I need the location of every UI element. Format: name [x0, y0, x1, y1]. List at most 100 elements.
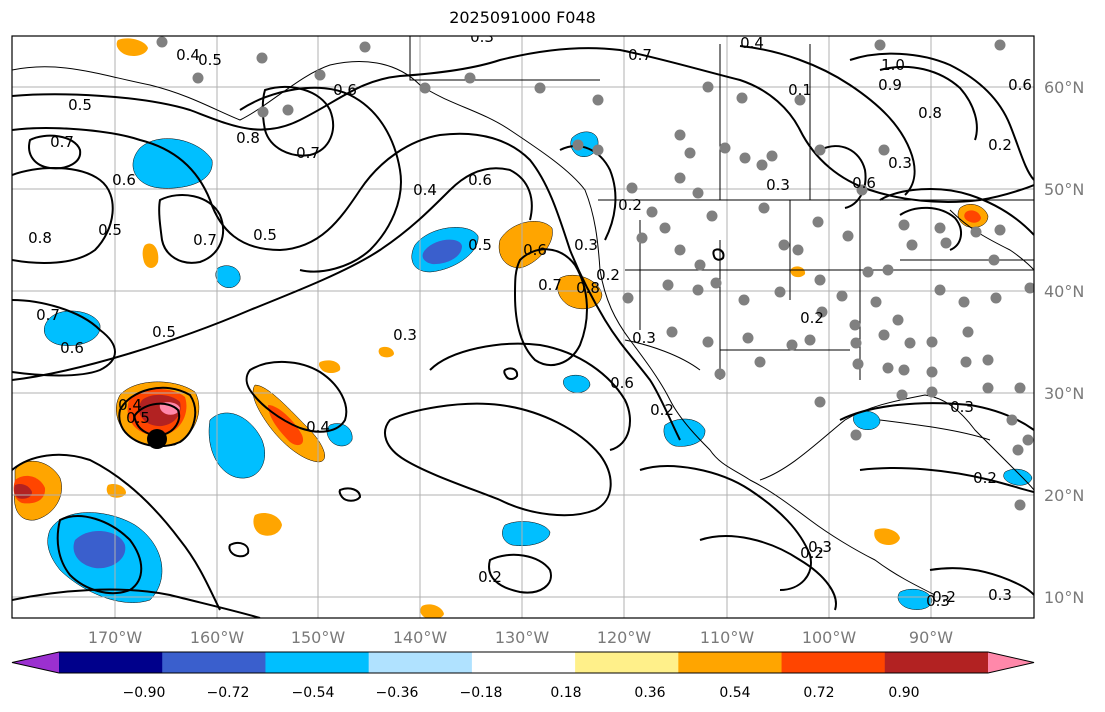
lon-label: 140°W [393, 628, 448, 647]
colorbar-extend-min [12, 652, 59, 673]
contour-label: 0.1 [788, 81, 812, 99]
contour-label: 0.6 [852, 174, 876, 192]
fill-negative [73, 530, 126, 569]
contour-label: 0.7 [50, 133, 74, 151]
station-dot-icon [314, 69, 326, 81]
station-dot-icon [994, 224, 1006, 236]
fill-negative [215, 265, 241, 288]
station-dot-icon [1024, 282, 1034, 294]
contour-label: 0.2 [988, 136, 1012, 154]
station-dot-icon [850, 337, 862, 349]
station-dot-icon [738, 294, 750, 306]
station-dot-icon [792, 244, 804, 256]
contour-label: 0.3 [988, 586, 1012, 604]
fill-positive [106, 483, 126, 498]
contour-label: 0.4 [176, 46, 200, 64]
station-dot-icon [756, 159, 768, 171]
fill-positive [557, 274, 603, 310]
station-dot-icon [892, 314, 904, 326]
station-dot-icon [774, 286, 786, 298]
station-dot-icon [982, 354, 994, 366]
station-dot-icon [702, 336, 714, 348]
station-dot-icon [852, 358, 864, 370]
station-dot-icon [882, 362, 894, 374]
colorbar-tick-labels: −0.90 −0.72 −0.54 −0.36 −0.18 0.18 0.36 … [123, 685, 920, 701]
fill-positive [159, 402, 180, 415]
station-dot-icon [674, 129, 686, 141]
contour-label: 0.6 [60, 339, 84, 357]
station-dot-icon [636, 232, 648, 244]
station-dot-icon [812, 216, 824, 228]
lon-label: 150°W [291, 628, 346, 647]
fill-negative [853, 411, 881, 430]
fill-negative [563, 374, 591, 393]
colorbar-swatch [575, 652, 679, 673]
station-dot-icon [896, 389, 908, 401]
station-dot-icon [534, 82, 546, 94]
station-dot-icon [962, 326, 974, 338]
map-border [11, 35, 1035, 619]
station-dot-icon [862, 266, 874, 278]
contour-label: 0.2 [618, 196, 642, 214]
contour-label: 0.6 [523, 241, 547, 259]
lon-label: 100°W [802, 628, 857, 647]
fill-positive [142, 243, 159, 268]
fill-positive [420, 604, 444, 618]
contour-label: 0.5 [68, 96, 92, 114]
station-dot-icon [592, 94, 604, 106]
contour-label: 0.8 [236, 129, 260, 147]
station-dot-icon [666, 326, 678, 338]
colorbar [11, 651, 1035, 674]
station-dot-icon [926, 336, 938, 348]
contour-labels: 0.30.40.50.50.60.7 0.80.70.60.8 0.50.7 0.50… [28, 28, 1032, 610]
contour-label: 0.8 [28, 229, 52, 247]
station-dot-icon [257, 106, 269, 118]
station-dots [156, 36, 1034, 511]
station-dot-icon [714, 368, 726, 380]
colorbar-tick-label: 0.54 [719, 685, 750, 701]
contour-label: 0.3 [766, 176, 790, 194]
contour-label: 0.2 [650, 401, 674, 419]
station-dot-icon [982, 382, 994, 394]
station-dot-icon [758, 202, 770, 214]
contour-label: 0.6 [112, 171, 136, 189]
station-dot-icon [626, 182, 638, 194]
station-dot-icon [359, 41, 371, 53]
contour-label: 0.4 [413, 181, 437, 199]
station-dot-icon [836, 290, 848, 302]
contour-label: 1.0 [881, 56, 905, 74]
colorbar-swatch [265, 652, 370, 673]
lon-label: 110°W [700, 628, 755, 647]
fill-positive [790, 266, 806, 278]
station-dot-icon [850, 429, 862, 441]
station-dot-icon [694, 259, 706, 271]
contour-label: 0.2 [596, 266, 620, 284]
station-dot-icon [940, 237, 952, 249]
fill-positive [964, 210, 981, 223]
contour-label: 0.5 [152, 323, 176, 341]
contour-label: 0.3 [393, 326, 417, 344]
contour-label: 0.8 [918, 104, 942, 122]
contour-label: 0.4 [306, 418, 330, 436]
contour-label: 0.3 [470, 28, 494, 46]
station-dot-icon [970, 226, 982, 238]
station-dot-icon [766, 150, 778, 162]
station-dot-icon [1014, 499, 1026, 511]
station-dot-icon [572, 139, 584, 151]
map-title: 2025091000 F048 [449, 8, 596, 27]
station-dot-icon [692, 187, 704, 199]
station-dot-icon [156, 36, 168, 48]
contour-label: 0.3 [888, 154, 912, 172]
lon-label: 160°W [190, 628, 245, 647]
station-dot-icon [692, 284, 704, 296]
contour-label: 0.9 [878, 76, 902, 94]
station-dot-icon [988, 254, 1000, 266]
contour-label: 0.2 [973, 469, 997, 487]
lat-label: 30°N [1044, 384, 1084, 403]
station-dot-icon [192, 72, 204, 84]
colorbar-tick-label: −0.36 [376, 685, 419, 701]
station-dot-icon [786, 339, 798, 351]
contour-label: 0.5 [198, 51, 222, 69]
contour-label: 0.3 [632, 329, 656, 347]
contour-label: 0.5 [98, 221, 122, 239]
